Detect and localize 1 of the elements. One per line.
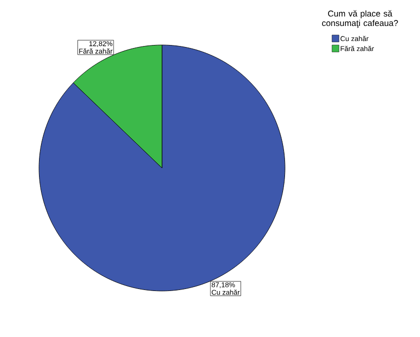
legend-title: Cum vă place să consumaţi cafeaua? <box>322 10 398 28</box>
